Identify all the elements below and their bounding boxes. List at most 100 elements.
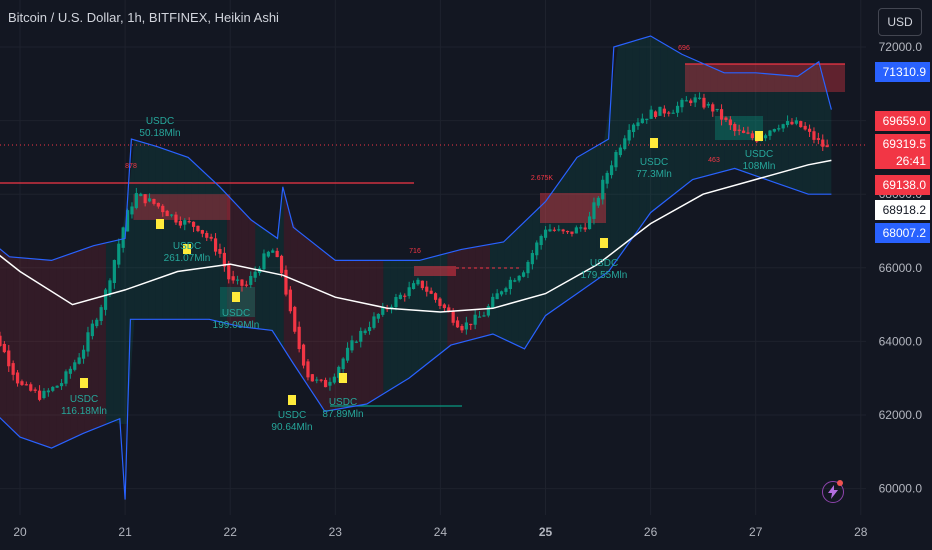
candle-body [403,295,407,297]
band-fill [155,146,163,320]
band-fill [582,150,590,290]
annotation-token: USDC [278,410,306,421]
candle-body [55,385,59,388]
candle-body [68,368,72,374]
candle-body [328,381,332,386]
annotation-value: 77.3Mln [636,169,672,180]
candle-body [376,313,380,319]
x-tick-label: 22 [224,525,238,539]
candle-body [649,109,653,119]
candle-body [310,374,314,382]
indicator-lines [0,35,832,500]
candle-body [301,344,306,366]
candle-body [495,293,499,300]
candle-body [781,124,785,129]
band-fill [461,248,469,343]
candle-body [821,139,825,147]
band-fill [518,220,526,348]
candle-body [640,118,644,124]
band-fill [802,67,811,195]
candle-body [345,347,350,361]
candle-body [86,332,90,352]
flash-icon[interactable] [822,481,844,503]
band-fill [184,156,192,320]
zone-box [133,194,231,220]
band-fill [198,166,206,320]
candle-body [508,279,512,289]
candle-body [363,330,367,334]
price-label: 68007.2 [875,223,930,243]
small-label: 2.675K [531,175,554,182]
annotation-token: USDC [146,116,174,127]
candle-body [306,361,310,378]
candle-body [790,121,794,125]
band-fill [710,66,718,175]
whale-marker [755,131,763,141]
candle-body [499,291,504,295]
candle-body [741,130,746,133]
candle-body [213,238,218,252]
whale-markers: USDC50.18MlnUSDC261.07MlnUSDC199.09MlnUS… [61,45,775,433]
candle-body [746,132,750,134]
candle-body [147,198,152,202]
upper-band-line [0,35,832,262]
candle-body [420,280,424,289]
band-fill [269,232,277,338]
currency-button[interactable]: USD [878,8,922,36]
candle-body [156,202,160,207]
candle-body [451,310,455,323]
price-label: 68918.2 [875,200,930,220]
band-fill [91,244,99,430]
candle-body [592,202,596,219]
candle-body [548,229,552,232]
zone-box [540,193,606,223]
candle-body [574,227,578,234]
whale-marker [156,219,164,229]
candle-body [99,307,103,322]
candle-body [271,250,275,253]
band-fill [326,253,334,412]
band-fill [411,260,419,376]
band-fill [56,256,64,446]
x-tick-label: 20 [13,525,27,539]
band-fill [255,222,263,330]
candle-body [464,322,468,330]
band-fill [724,72,732,172]
annotation-token: USDC [70,394,98,405]
band-fill [781,75,789,188]
candle-body [33,389,37,391]
band-fill [241,209,249,328]
candle-body [205,232,209,238]
band-fill [753,72,761,178]
candle-body [29,384,33,391]
time-axis-bg [0,515,932,550]
candle-body [697,97,702,99]
candle-body [680,99,684,108]
candle-body [51,386,55,391]
annotation-token: USDC [590,258,618,269]
candle-body [442,304,446,309]
candle-body [543,229,548,238]
candle-body [231,276,235,281]
candle-body [658,106,662,116]
candle-body [200,230,204,234]
whale-marker [232,292,240,302]
candle-body [2,343,6,353]
candle-body [552,229,556,231]
band-fill [397,260,405,386]
candle-body [526,261,530,274]
band-fill [347,260,355,408]
band-fill [674,50,683,194]
candle-body [785,121,790,126]
candle-body [799,121,803,128]
band-fill [490,243,498,336]
candle-body [244,284,248,286]
band-fill [312,242,320,404]
candle-body [319,379,323,381]
candle-body [455,320,460,328]
candle-body [605,172,609,184]
candle-body [477,316,482,318]
candle-body [152,198,156,204]
candle-body [183,220,187,225]
